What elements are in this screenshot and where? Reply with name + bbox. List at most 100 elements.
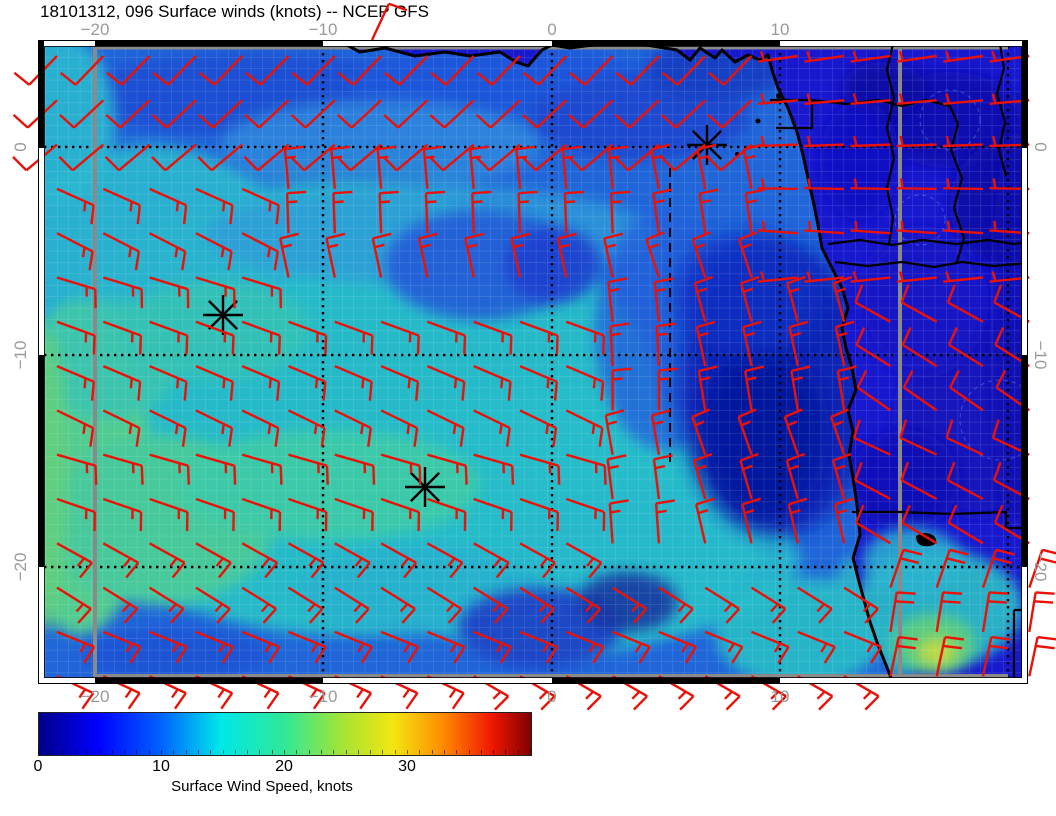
wind-barb [102,453,144,485]
country-border [995,46,1008,177]
colorbar-caption: Surface Wind Speed, knots [171,778,353,795]
colorbar-minor-tick [259,750,261,754]
colorbar-minor-tick [517,750,519,754]
wind-barb [608,499,629,544]
wind-barb [104,143,151,172]
coastline [345,46,893,678]
colorbar-minor-tick [271,750,273,754]
wind-barb [850,271,891,283]
colorbar-minor-tick [74,750,76,754]
wind-barb [287,542,325,579]
colorbar-minor-tick [234,750,236,754]
wind-barb [380,497,421,532]
wind-barb [650,409,671,455]
wind-barb [289,143,336,172]
colorbar-minor-tick [99,750,101,754]
wind-barbs [12,2,1056,711]
wind-barb [696,143,717,190]
colorbar-minor-tick [284,750,285,754]
wind-barb [195,630,235,664]
wind-barb [148,586,185,624]
wind-barb [704,586,740,624]
wind-barb [697,365,718,411]
wind-barb [244,99,290,129]
wind-barb [424,190,446,234]
wind-barb [614,99,660,129]
wind-barb [832,275,853,323]
wind-barb [804,135,845,148]
wind-barb [510,232,531,278]
wind-barb [241,364,281,401]
wind-barb [473,453,515,485]
wind-barb [693,452,713,500]
wind-barb [102,232,141,271]
wind-barb [565,409,604,447]
wind-barb [850,50,891,63]
wind-barb [149,542,186,579]
country-border [885,46,896,245]
wind-barb [471,190,492,234]
wind-barb [426,586,463,624]
wind-barb [607,277,628,322]
wind-barb [151,143,197,172]
wind-barb [475,143,521,172]
wind-barb [565,453,607,485]
wind-barb [149,276,190,309]
colorbar-minor-tick [505,750,507,754]
wind-barb [427,497,467,532]
wind-barb [902,370,938,412]
axis-tick-label: 10 [770,20,790,39]
island [755,118,761,124]
wind-barb [804,178,845,191]
wind-barb [981,548,1015,588]
wind-barb [152,55,197,86]
wind-barb [787,497,808,544]
wind-barb [610,190,631,234]
colorbar-minor-tick [296,750,298,754]
wind-barb [788,320,809,367]
wind-barb [334,453,376,485]
wind-barb [655,322,676,367]
wind-barb [946,284,984,323]
wind-barb [783,408,803,456]
graticule-overlay [44,46,1022,678]
wind-barb [935,548,969,588]
wind-barb [896,271,937,283]
wind-barb [58,143,105,172]
wind-barb [56,630,96,664]
colorbar-minor-tick [443,750,445,754]
colorbar-minor-tick [333,750,335,754]
wind-barb [854,504,892,545]
wind-barb [427,453,468,485]
wind-barb [786,275,806,323]
colorbar-minor-tick [222,750,224,754]
wind-barb [611,586,648,624]
wind-barb [241,187,280,225]
axis-tick-label: −20 [80,20,110,39]
wind-barb [476,55,521,86]
frame-degree-bar [95,40,323,46]
wind-barb [565,364,605,401]
wind-barb [693,275,714,323]
island [776,93,782,99]
wind-barb [243,143,290,172]
colorbar-minor-tick [38,750,39,754]
wind-barb [241,453,283,485]
wind-barb [804,271,845,283]
colorbar-tick-label: 10 [152,758,170,775]
colorbar-minor-tick [431,750,433,754]
axis-tick-label: 0 [547,20,557,39]
wind-barb [691,408,711,456]
wind-barb [854,284,891,323]
wind-barb [563,190,584,234]
wind-barb [288,453,329,485]
wind-barb [652,188,673,234]
colorbar-tick-label: 20 [275,758,293,775]
wind-barb [417,232,438,278]
wind-barb [744,188,765,234]
wind-barb [565,542,603,579]
wind-barb [102,364,142,401]
colorbar-minor-tick [382,750,384,754]
wind-barb [197,143,243,172]
wind-barb [843,586,879,624]
